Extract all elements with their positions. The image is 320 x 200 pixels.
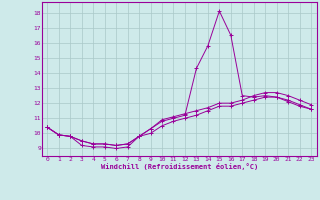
X-axis label: Windchill (Refroidissement éolien,°C): Windchill (Refroidissement éolien,°C) <box>100 163 258 170</box>
